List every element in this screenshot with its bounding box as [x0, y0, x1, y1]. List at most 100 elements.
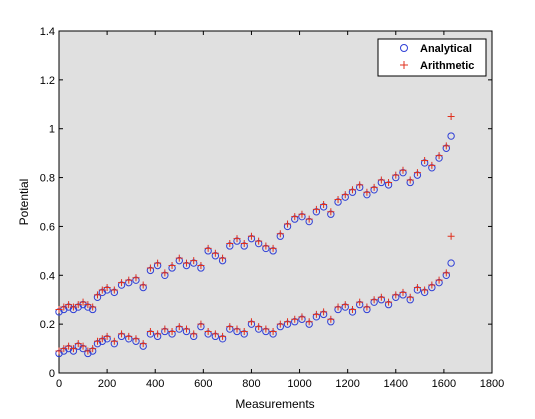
arithmetic-point — [356, 298, 364, 306]
arithmetic-point — [428, 281, 436, 289]
arithmetic-point — [69, 303, 77, 311]
arithmetic-point — [74, 340, 82, 348]
arithmetic-point — [132, 274, 140, 282]
arithmetic-point — [103, 284, 111, 291]
arithmetic-point — [413, 284, 421, 291]
arithmetic-point — [298, 313, 306, 321]
arithmetic-point — [247, 232, 255, 240]
arithmetic-point — [118, 279, 126, 287]
analytical-point — [447, 259, 455, 267]
arithmetic-point — [161, 269, 169, 277]
arithmetic-point — [291, 315, 299, 323]
arithmetic-point — [435, 152, 443, 160]
arithmetic-point — [247, 318, 255, 326]
arithmetic-point — [356, 181, 364, 189]
arithmetic-point — [65, 342, 73, 350]
arithmetic-point — [233, 325, 241, 333]
arithmetic-point — [363, 303, 371, 311]
arithmetic-point — [406, 176, 414, 184]
arithmetic-point — [110, 337, 118, 345]
x-tick-label: 800 — [242, 378, 260, 390]
arithmetic-point — [341, 191, 349, 199]
arithmetic-point — [146, 264, 154, 272]
arithmetic-point — [399, 166, 407, 174]
arithmetic-point — [327, 208, 335, 216]
arithmetic-point — [146, 327, 154, 335]
y-tick-label: 0.6 — [40, 221, 55, 233]
arithmetic-point — [334, 196, 342, 204]
arithmetic-point — [60, 303, 68, 311]
arithmetic-point — [89, 345, 97, 353]
arithmetic-point — [413, 169, 421, 177]
arithmetic-point — [385, 178, 393, 186]
arithmetic-point — [55, 305, 63, 313]
data-marks — [55, 113, 455, 358]
x-tick-label: 1800 — [480, 378, 504, 390]
arithmetic-point — [84, 347, 92, 355]
arithmetic-point — [348, 186, 356, 194]
arithmetic-point — [118, 330, 126, 338]
x-tick-label: 1400 — [384, 378, 408, 390]
arithmetic-point — [219, 332, 227, 340]
arithmetic-point — [392, 171, 400, 179]
legend-marker-arithmetic — [400, 61, 408, 69]
arithmetic-point — [320, 308, 328, 316]
arithmetic-point — [442, 269, 450, 277]
arithmetic-point — [139, 340, 147, 348]
arithmetic-point — [204, 244, 212, 252]
arithmetic-point — [276, 320, 284, 328]
arithmetic-point — [348, 305, 356, 313]
arithmetic-point — [370, 296, 378, 304]
arithmetic-point — [421, 286, 429, 294]
x-tick-label: 600 — [194, 378, 212, 390]
arithmetic-point — [377, 293, 385, 301]
arithmetic-point — [89, 303, 97, 311]
arithmetic-point — [125, 332, 133, 340]
x-tick-label: 0 — [56, 378, 62, 390]
arithmetic-point — [298, 210, 306, 218]
x-tick-label: 1600 — [432, 378, 456, 390]
arithmetic-point — [98, 335, 106, 343]
arithmetic-point — [168, 262, 176, 270]
arithmetic-point — [312, 310, 320, 318]
x-tick-label: 1000 — [287, 378, 311, 390]
arithmetic-point — [79, 342, 87, 350]
arithmetic-point — [406, 293, 414, 301]
arithmetic-point — [182, 325, 190, 333]
arithmetic-point — [211, 330, 219, 338]
y-tick-label: 0.2 — [40, 319, 55, 331]
arithmetic-point — [240, 327, 248, 335]
arithmetic-point — [442, 142, 450, 150]
arithmetic-point — [334, 303, 342, 311]
y-tick-label: 1 — [49, 124, 55, 136]
x-axis-label: Measurements — [235, 397, 314, 411]
arithmetic-point — [377, 176, 385, 184]
arithmetic-point — [84, 301, 92, 309]
arithmetic-point — [269, 327, 277, 335]
arithmetic-point — [312, 205, 320, 213]
arithmetic-point — [305, 318, 313, 326]
y-tick-label: 0 — [49, 368, 55, 380]
arithmetic-point — [93, 337, 101, 345]
arithmetic-point — [291, 213, 299, 221]
arithmetic-point — [399, 288, 407, 296]
arithmetic-point — [190, 330, 198, 338]
arithmetic-point — [226, 240, 234, 248]
arithmetic-point — [341, 301, 349, 309]
legend: Analytical Arithmetic — [377, 38, 487, 77]
arithmetic-point — [276, 230, 284, 238]
arithmetic-point — [233, 235, 241, 243]
arithmetic-point — [55, 347, 63, 355]
legend-marker-analytical — [400, 44, 408, 52]
arithmetic-point — [60, 345, 68, 353]
arithmetic-point — [305, 215, 313, 223]
arithmetic-point — [161, 325, 169, 333]
arithmetic-point — [139, 281, 147, 289]
arithmetic-point — [219, 254, 227, 262]
arithmetic-point — [240, 240, 248, 248]
arithmetic-point — [226, 323, 234, 331]
arithmetic-point — [435, 276, 443, 284]
arithmetic-point — [447, 232, 455, 240]
arithmetic-point — [320, 200, 328, 208]
